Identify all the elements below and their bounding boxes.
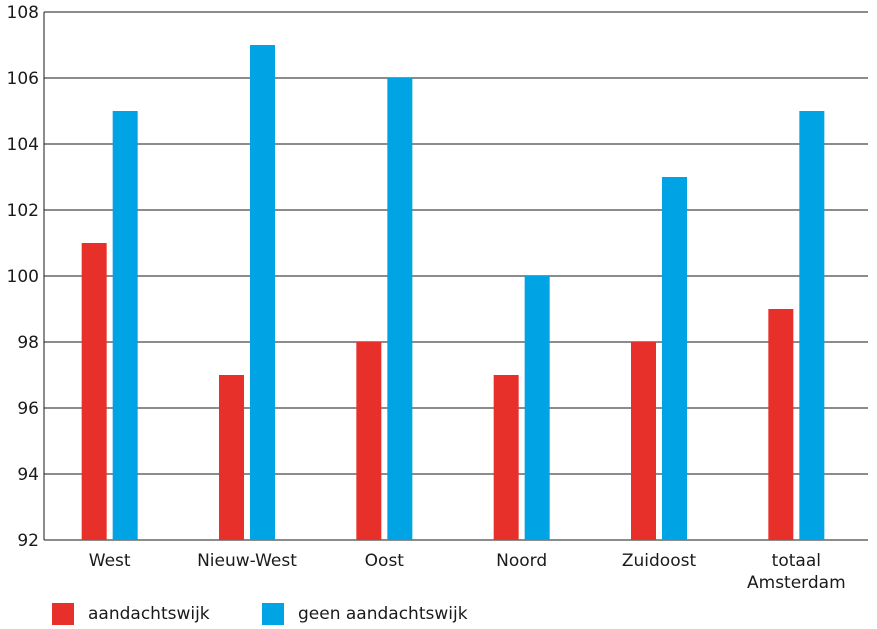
bar-aandachtswijk-Oost [356, 342, 382, 540]
bar-aandachtswijk-totaal-Amsterdam [768, 309, 794, 540]
y-tick-label: 108 [7, 3, 39, 23]
y-tick-label: 100 [7, 267, 39, 287]
x-tick-label: Nieuw-West [197, 551, 297, 571]
y-tick-label: 94 [17, 465, 39, 485]
bar-geen-aandachtswijk-Noord [524, 276, 550, 540]
y-tick-label: 96 [17, 399, 39, 419]
legend-swatch-aandachtswijk [52, 603, 74, 625]
bar-chart: 92 94 96 98 100 102 104 106 108 West Nieuw-West Oo… [7, 3, 868, 593]
y-axis-ticks: 92 94 96 98 100 102 104 106 108 [7, 3, 39, 551]
bar-geen-aandachtswijk-West [112, 111, 138, 540]
legend-item-aandachtswijk: aandachtswijk [52, 603, 210, 625]
legend: aandachtswijk geen aandachtswijk [0, 603, 877, 629]
legend-item-geen-aandachtswijk: geen aandachtswijk [262, 603, 468, 625]
legend-swatch-geen-aandachtswijk [262, 603, 284, 625]
y-tick-label: 98 [17, 333, 39, 353]
y-tick-label: 102 [7, 201, 39, 221]
x-axis-ticks: West Nieuw-West Oost Noord Zuidoost totaalAms… [89, 551, 846, 593]
bar-geen-aandachtswijk-totaal-Amsterdam [799, 111, 825, 540]
x-tick-label: totaal [772, 551, 821, 571]
x-tick-label: Zuidoost [622, 551, 697, 571]
bar-geen-aandachtswijk-Nieuw-West [250, 45, 275, 540]
gridlines [43, 11, 868, 541]
x-tick-label: Amsterdam [747, 573, 846, 593]
legend-label-geen-aandachtswijk: geen aandachtswijk [298, 604, 468, 624]
legend-label-aandachtswijk: aandachtswijk [88, 604, 210, 624]
bar-aandachtswijk-Nieuw-West [219, 375, 244, 540]
y-tick-label: 106 [7, 69, 39, 89]
bar-aandachtswijk-Zuidoost [631, 342, 656, 540]
bar-geen-aandachtswijk-Zuidoost [662, 177, 687, 540]
bar-aandachtswijk-Noord [493, 375, 519, 540]
bar-geen-aandachtswijk-Oost [387, 78, 413, 540]
y-tick-label: 92 [17, 531, 39, 551]
x-tick-label: Noord [496, 551, 547, 571]
x-tick-label: Oost [365, 551, 405, 571]
x-tick-label: West [89, 551, 131, 571]
bars [81, 45, 825, 540]
y-tick-label: 104 [7, 135, 39, 155]
bar-aandachtswijk-West [81, 243, 107, 540]
